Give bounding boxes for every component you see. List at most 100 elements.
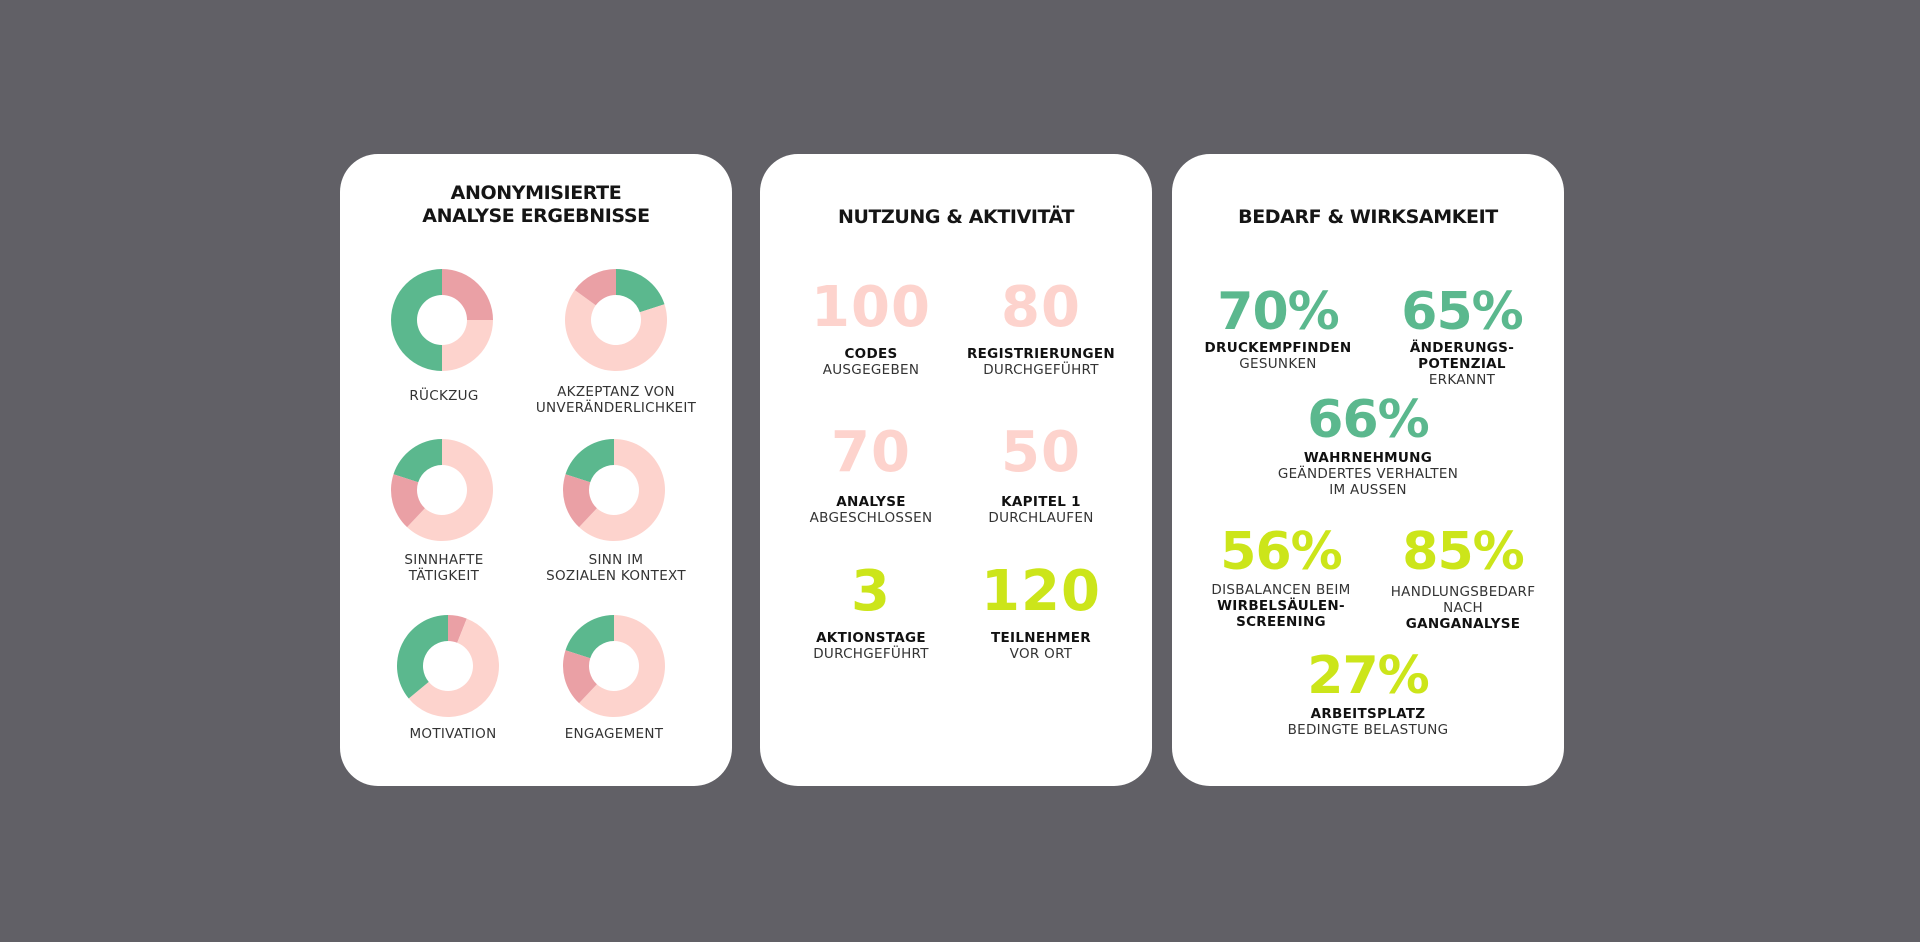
stat-analyse-label: ANALYSE ABGESCHLOSSEN <box>781 494 961 526</box>
donut-chart-engagement <box>563 615 665 717</box>
stat-label-text: AUSGEGEBEN <box>822 362 920 378</box>
stat-value: 3 <box>851 559 891 624</box>
label-text-1: HANDLUNGSBEDARF <box>1390 584 1536 600</box>
stat-label-bold: ANALYSE <box>836 494 906 510</box>
label-druckempfinden: DRUCKEMPFINDEN GESUNKEN <box>1188 340 1368 372</box>
need-effectiveness-card: BEDARF & WIRKSAMKEIT 70% DRUCKEMPFINDEN … <box>1172 154 1564 786</box>
donut-segment-light-pink <box>407 439 493 541</box>
stat-label-text: VOR ORT <box>1009 646 1073 662</box>
donut-segment-green <box>397 615 448 699</box>
donut-chart-akzeptanz <box>565 269 667 371</box>
stat-label-bold: KAPITEL 1 <box>1001 494 1081 510</box>
donut-label-engagement: ENGAGEMENT <box>524 726 704 742</box>
stat-aktionstage-label: AKTIONSTAGE DURCHGEFÜHRT <box>781 630 961 662</box>
percent-handlungsbedarf: 85% <box>1402 522 1524 582</box>
stat-kapitel-label: KAPITEL 1 DURCHLAUFEN <box>951 494 1131 526</box>
donut-segment-green <box>565 439 614 483</box>
label-bold-1: ÄNDERUNGS- <box>1409 340 1515 356</box>
donut-segment-dark-pink <box>442 269 493 320</box>
donut-label-line-2: UNVERÄNDERLICHKEIT <box>535 400 697 416</box>
stat-analyse: 70 <box>781 423 961 483</box>
label-text: GESUNKEN <box>1239 356 1317 372</box>
donut-segment-light-pink <box>408 618 499 717</box>
stat-teilnehmer: 120 <box>951 562 1131 622</box>
donut-segment-green <box>565 615 614 659</box>
stat-registrierungen: 80 <box>951 278 1131 338</box>
donut-chart-rueckzug <box>391 269 493 371</box>
label-bold: WAHRNEHMUNG <box>1303 450 1433 466</box>
stat-teilnehmer-label: TEILNEHMER VOR ORT <box>951 630 1131 662</box>
analysis-results-card: ANONYMISIERTE ANALYSE ERGEBNISSE RÜCKZUG… <box>340 154 732 786</box>
card-title-line-1: ANONYMISIERTE <box>450 182 622 204</box>
label-aenderungspotenzial: ÄNDERUNGS- POTENZIAL ERKANNT <box>1372 340 1552 388</box>
label-text: ERKANNT <box>1428 372 1496 388</box>
donut-segment-light-pink <box>579 439 665 541</box>
stat-value: 80 <box>1001 275 1081 340</box>
donut-segment-green <box>391 269 442 371</box>
donut-segment-light-pink <box>442 320 493 371</box>
stat-value: 70 <box>831 420 911 485</box>
donut-label-line-1: ENGAGEMENT <box>564 726 664 742</box>
donut-chart-motivation <box>397 615 499 717</box>
card-title: NUTZUNG & AKTIVITÄT <box>837 206 1075 228</box>
label-bold: ARBEITSPLATZ <box>1310 706 1426 722</box>
label-disbalancen: DISBALANCEN BEIM WIRBELSÄULEN- SCREENING <box>1191 582 1371 630</box>
stat-label-bold: REGISTRIERUNGEN <box>966 346 1116 362</box>
card-title: ANONYMISIERTE ANALYSE ERGEBNISSE <box>340 182 732 228</box>
donut-segment-dark-pink <box>448 615 467 643</box>
donut-segment-light-pink <box>579 615 665 717</box>
label-text-2: IM AUSSEN <box>1329 482 1407 498</box>
donut-segment-dark-pink <box>574 269 616 306</box>
label-bold: GANGANALYSE <box>1405 616 1521 632</box>
percent-disbalancen: 56% <box>1220 522 1342 582</box>
stat-label-text: ABGESCHLOSSEN <box>809 510 933 526</box>
label-wahrnehmung: WAHRNEHMUNG GEÄNDERTES VERHALTEN IM AUSS… <box>1218 450 1518 498</box>
donut-label-line-1: SINNHAFTE <box>404 552 484 568</box>
stat-label-bold: AKTIONSTAGE <box>816 630 926 646</box>
donut-label-line-1: SINN IM <box>588 552 644 568</box>
stat-label-text: DURCHGEFÜHRT <box>813 646 929 662</box>
label-handlungsbedarf: HANDLUNGSBEDARF NACH GANGANALYSE <box>1373 584 1553 632</box>
stat-label-bold: TEILNEHMER <box>991 630 1091 646</box>
usage-activity-card: NUTZUNG & AKTIVITÄT 100 CODES AUSGEGEBEN… <box>760 154 1152 786</box>
percent-wahrnehmung: 66% <box>1307 390 1429 450</box>
donut-segment-green <box>393 439 442 483</box>
label-text-1: GEÄNDERTES VERHALTEN <box>1277 466 1459 482</box>
donut-label-line-1: AKZEPTANZ VON <box>557 384 675 400</box>
donut-label-line-2: SOZIALEN KONTEXT <box>546 568 686 584</box>
donut-segment-green <box>616 269 665 313</box>
stat-aktionstage: 3 <box>781 562 961 622</box>
stat-kapitel: 50 <box>951 423 1131 483</box>
donut-chart-sinnhafte-taetigkeit <box>391 439 493 541</box>
donut-segment-dark-pink <box>563 474 597 528</box>
card-title: BEDARF & WIRKSAMKEIT <box>1238 206 1498 228</box>
donut-segment-dark-pink <box>563 650 597 704</box>
donut-label-sinnhafte-taetigkeit: SINNHAFTE TÄTIGKEIT <box>354 552 534 584</box>
label-bold: DRUCKEMPFINDEN <box>1204 340 1352 356</box>
donut-segment-dark-pink <box>391 474 425 528</box>
donut-segment-light-pink <box>565 290 667 371</box>
label-bold-2: SCREENING <box>1236 614 1326 630</box>
stat-value: 120 <box>981 559 1101 624</box>
percent-druckempfinden: 70% <box>1217 282 1339 342</box>
stat-codes-label: CODES AUSGEGEBEN <box>781 346 961 378</box>
donut-label-line-2: TÄTIGKEIT <box>408 568 480 584</box>
stat-codes: 100 <box>781 278 961 338</box>
label-bold-1: WIRBELSÄULEN- <box>1217 598 1345 614</box>
stat-value: 100 <box>811 275 931 340</box>
donut-label-motivation: MOTIVATION <box>363 726 543 742</box>
donut-label-rueckzug: RÜCKZUG <box>354 388 534 404</box>
percent-arbeitsplatz: 27% <box>1307 646 1429 706</box>
donut-label-line-1: MOTIVATION <box>409 726 497 742</box>
label-bold-2: POTENZIAL <box>1418 356 1506 372</box>
stat-registrierungen-label: REGISTRIERUNGEN DURCHGEFÜHRT <box>951 346 1131 378</box>
label-text: BEDINGTE BELASTUNG <box>1287 722 1449 738</box>
percent-aenderungspotenzial: 65% <box>1401 282 1523 342</box>
label-text-2: NACH <box>1443 600 1483 616</box>
stat-label-text: DURCHGEFÜHRT <box>983 362 1099 378</box>
label-text: DISBALANCEN BEIM <box>1211 582 1351 598</box>
donut-chart-sinn-im-sozialen-kontext <box>563 439 665 541</box>
donut-label-sinn-im-sozialen-kontext: SINN IM SOZIALEN KONTEXT <box>526 552 706 584</box>
stat-value: 50 <box>1001 420 1081 485</box>
donut-label-line-1: RÜCKZUG <box>409 388 479 404</box>
